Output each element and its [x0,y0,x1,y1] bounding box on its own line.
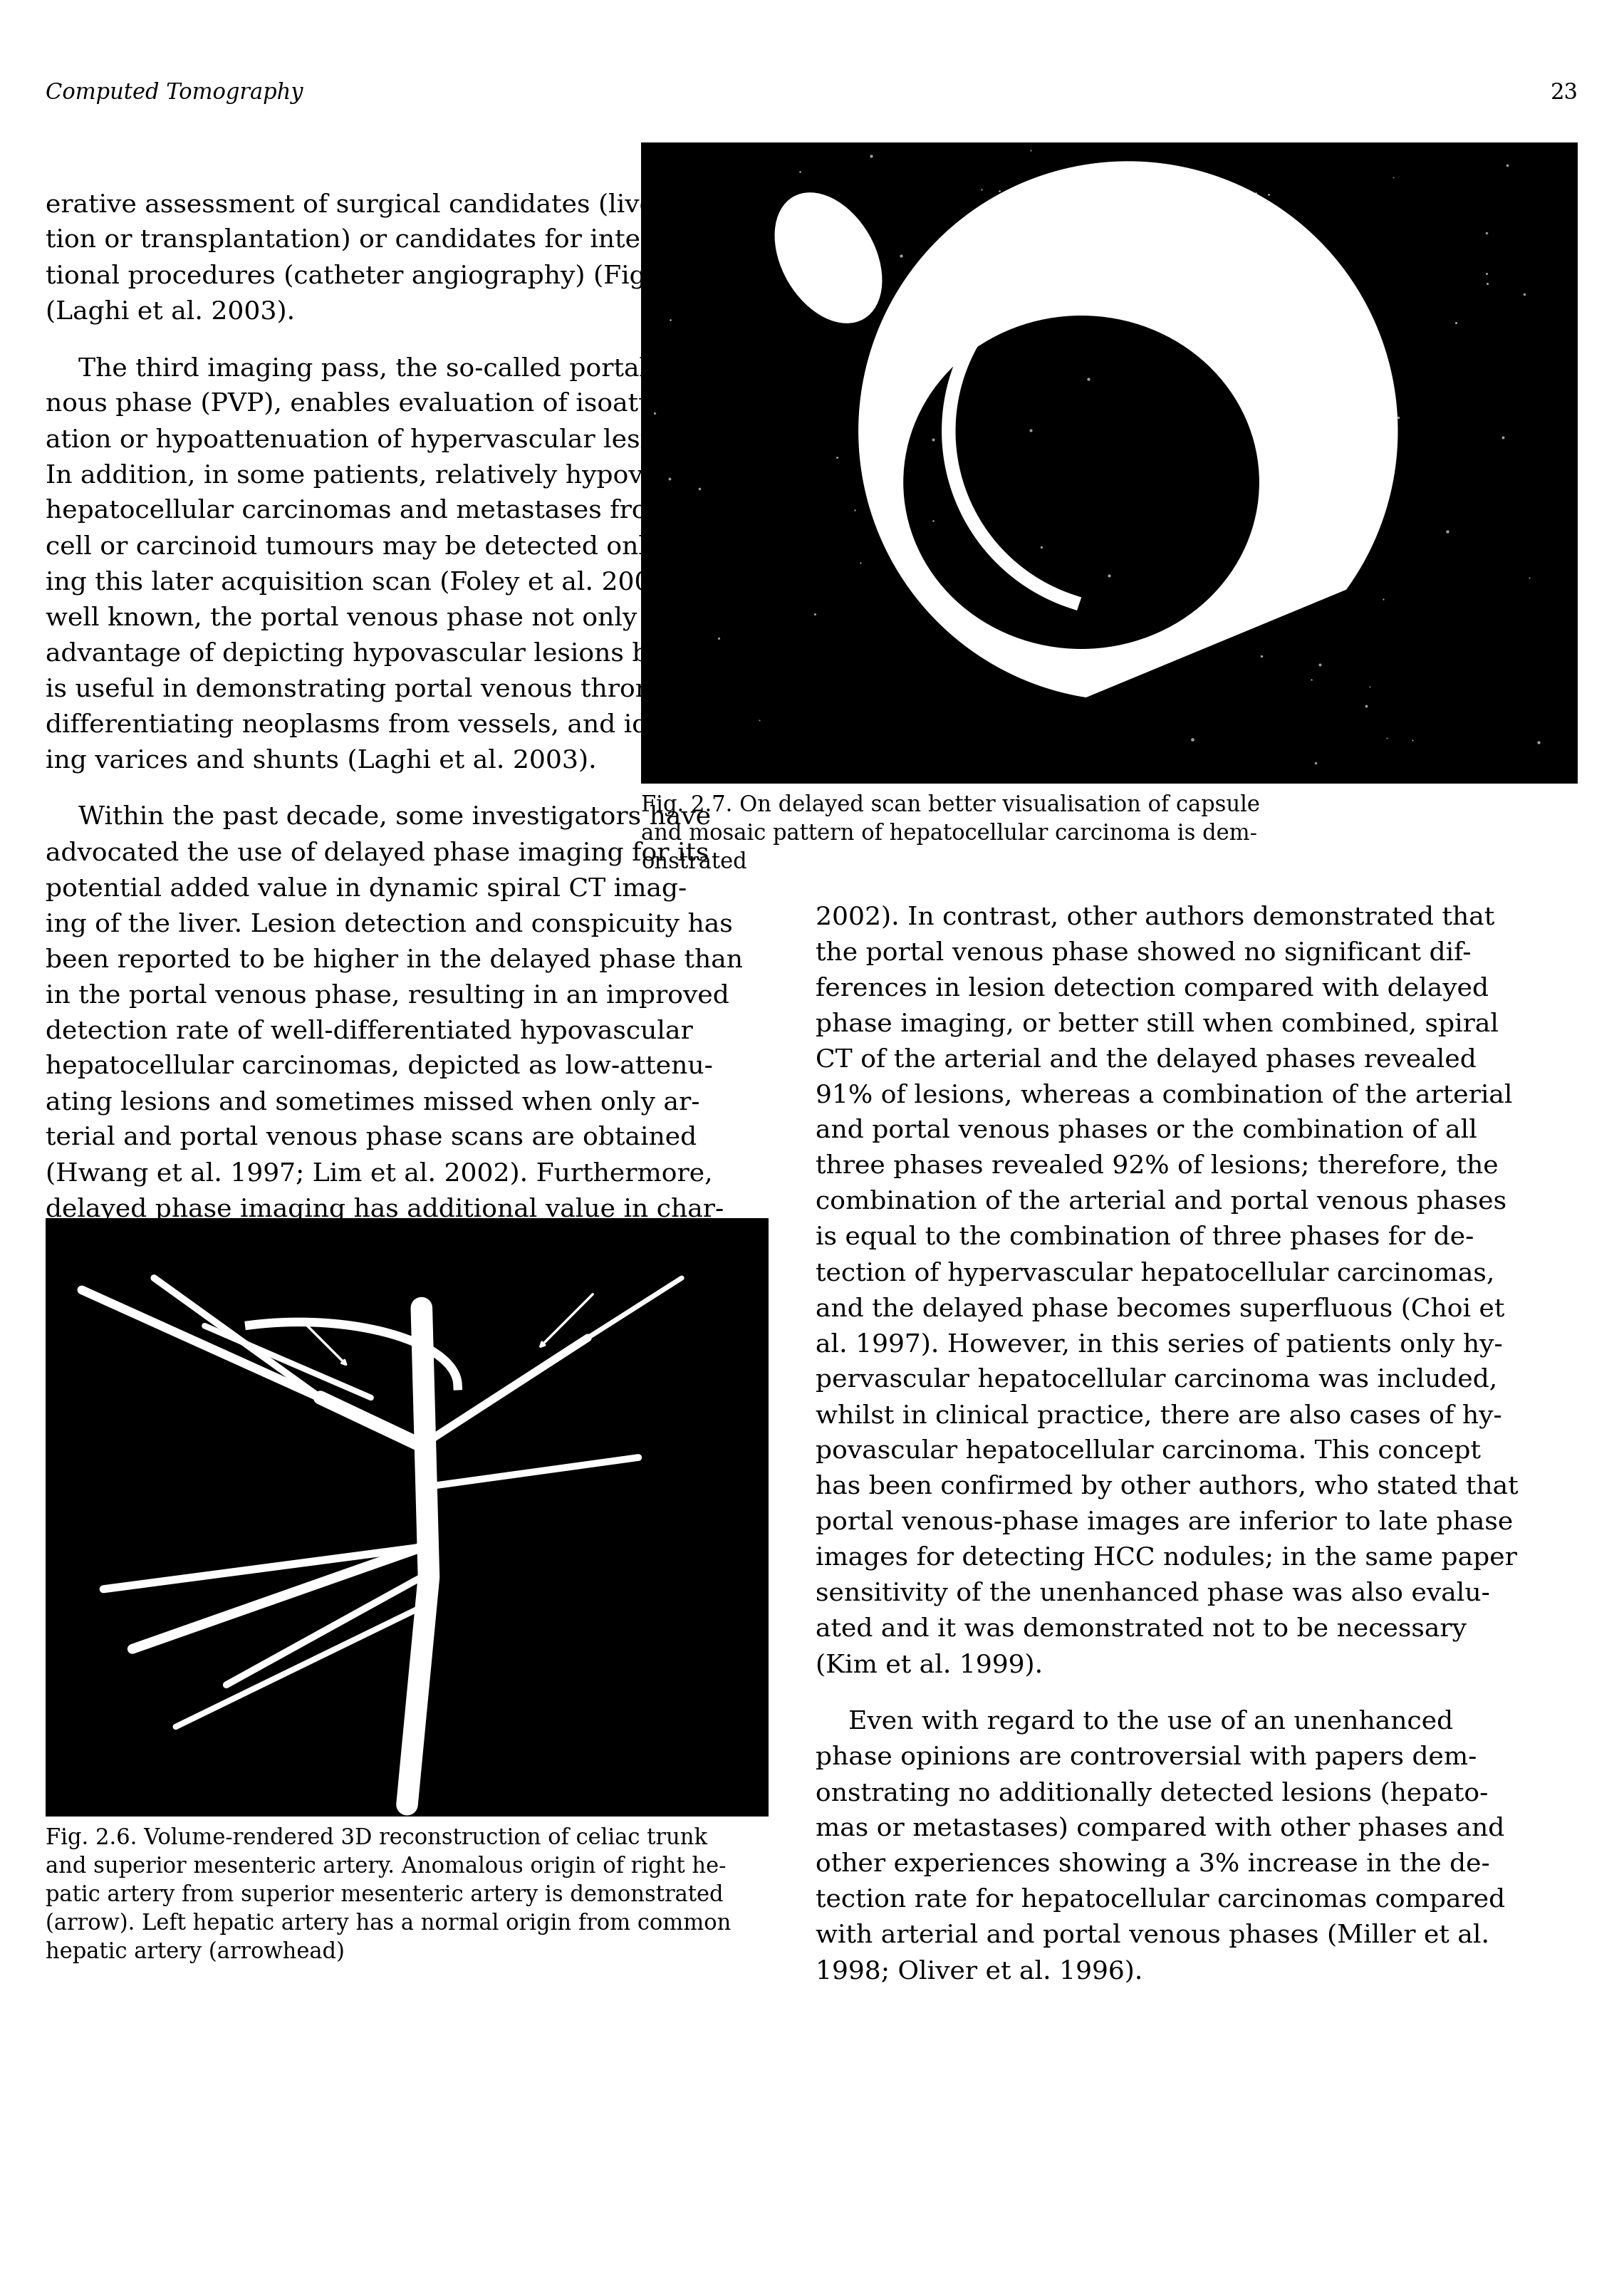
Text: 91% of lesions, whereas a combination of the arterial: 91% of lesions, whereas a combination of… [815,1083,1512,1106]
Text: ated and it was demonstrated not to be necessary: ated and it was demonstrated not to be n… [815,1617,1466,1642]
Text: Fig. 2.7. On delayed scan better visualisation of capsule: Fig. 2.7. On delayed scan better visuali… [641,795,1260,815]
Text: whilst in clinical practice, there are also cases of hy-: whilst in clinical practice, there are a… [815,1403,1502,1428]
Text: three phases revealed 92% of lesions; therefore, the: three phases revealed 92% of lesions; th… [815,1154,1499,1179]
Text: and the delayed phase becomes superfluous (Choi et: and the delayed phase becomes superfluou… [815,1297,1504,1322]
Text: tion or transplantation) or candidates for interven-: tion or transplantation) or candidates f… [45,227,708,252]
Text: acterization of hepatic lesions because it offers better: acterization of hepatic lesions because … [45,1233,750,1256]
Text: has been confirmed by other authors, who stated that: has been confirmed by other authors, who… [815,1474,1518,1499]
Text: patterns of haemangioma (Figs. 2.7, 2.8) (Lim et al.: patterns of haemangioma (Figs. 2.7, 2.8)… [45,1374,719,1399]
Text: 23: 23 [1551,82,1579,104]
Text: with arterial and portal venous phases (Miller et al.: with arterial and portal venous phases (… [815,1924,1489,1949]
Text: In addition, in some patients, relatively hypovascular: In addition, in some patients, relativel… [45,463,739,488]
Text: ing this later acquisition scan (Foley et al. 2000). As is: ing this later acquisition scan (Foley e… [45,570,755,595]
Text: CT of the arterial and the delayed phases revealed: CT of the arterial and the delayed phase… [815,1047,1476,1072]
Ellipse shape [775,193,882,322]
Text: Computed Tomography: Computed Tomography [45,82,304,104]
Text: ating lesions and sometimes missed when only ar-: ating lesions and sometimes missed when … [45,1090,700,1115]
Text: 1998; Oliver et al. 1996).: 1998; Oliver et al. 1996). [815,1960,1143,1983]
Text: Within the past decade, some investigators have: Within the past decade, some investigato… [45,804,711,829]
Text: Even with regard to the use of an unenhanced: Even with regard to the use of an unenha… [815,1710,1453,1735]
Text: Fig. 2.6. Volume-rendered 3D reconstruction of celiac trunk: Fig. 2.6. Volume-rendered 3D reconstruct… [45,1828,708,1849]
Text: (Laghi et al. 2003).: (Laghi et al. 2003). [45,300,296,325]
Text: pervascular hepatocellular carcinoma was included,: pervascular hepatocellular carcinoma was… [815,1367,1497,1392]
Text: (Hwang et al. 1997; Lim et al. 2002). Furthermore,: (Hwang et al. 1997; Lim et al. 2002). Fu… [45,1160,713,1185]
Text: phase imaging, or better still when combined, spiral: phase imaging, or better still when comb… [815,1011,1499,1036]
Text: been reported to be higher in the delayed phase than: been reported to be higher in the delaye… [45,947,742,972]
Text: ferences in lesion detection compared with delayed: ferences in lesion detection compared wi… [815,977,1489,1002]
Text: hepatocellular carcinomas and metastases from islet: hepatocellular carcinomas and metastases… [45,500,736,522]
Text: ation or hypoattenuation of hypervascular lesions.: ation or hypoattenuation of hypervascula… [45,427,702,452]
Text: in the portal venous phase, resulting in an improved: in the portal venous phase, resulting in… [45,983,729,1008]
Text: delayed phase imaging has additional value in char-: delayed phase imaging has additional val… [45,1197,724,1222]
Text: tection of hypervascular hepatocellular carcinomas,: tection of hypervascular hepatocellular … [815,1260,1494,1285]
Text: differentiating neoplasms from vessels, and identify-: differentiating neoplasms from vessels, … [45,713,731,736]
Text: visualization of capsule and mosaic patterns seen in: visualization of capsule and mosaic patt… [45,1267,724,1292]
Text: hepatic artery (arrowhead): hepatic artery (arrowhead) [45,1942,344,1964]
Text: and portal venous phases or the combination of all: and portal venous phases or the combinat… [815,1117,1478,1142]
Polygon shape [859,161,1397,697]
Text: combination of the arterial and portal venous phases: combination of the arterial and portal v… [815,1190,1507,1215]
Text: and superior mesenteric artery. Anomalous origin of right he-: and superior mesenteric artery. Anomalou… [45,1855,726,1878]
Text: erative assessment of surgical candidates (liver resec-: erative assessment of surgical candidate… [45,193,754,218]
Bar [641,143,1577,783]
Text: portal venous-phase images are inferior to late phase: portal venous-phase images are inferior … [815,1510,1514,1535]
Text: sensitivity of the unenhanced phase was also evalu-: sensitivity of the unenhanced phase was … [815,1581,1489,1606]
Text: 2002). In contrast, other authors demonstrated that: 2002). In contrast, other authors demons… [815,904,1494,929]
Text: other experiences showing a 3% increase in the de-: other experiences showing a 3% increase … [815,1853,1489,1876]
Text: phase opinions are controversial with papers dem-: phase opinions are controversial with pa… [815,1746,1476,1769]
Text: The third imaging pass, the so-called portal ve-: The third imaging pass, the so-called po… [45,357,693,382]
Text: mas or metastases) compared with other phases and: mas or metastases) compared with other p… [815,1817,1504,1842]
Text: al. 1997). However, in this series of patients only hy-: al. 1997). However, in this series of pa… [815,1333,1502,1356]
Text: (Kim et al. 1999).: (Kim et al. 1999). [815,1653,1043,1676]
Text: hepatocellular carcinomas, depicted as low-attenu-: hepatocellular carcinomas, depicted as l… [45,1054,713,1079]
Text: the portal venous phase showed no significant dif-: the portal venous phase showed no signif… [815,940,1471,965]
Text: (arrow). Left hepatic artery has a normal origin from common: (arrow). Left hepatic artery has a norma… [45,1912,731,1935]
Text: enhancement of cholangiocarcinoma and “filling-in”: enhancement of cholangiocarcinoma and “f… [45,1340,726,1365]
Bar [45,1217,768,1817]
Text: advantage of depicting hypovascular lesions but also: advantage of depicting hypovascular lesi… [45,640,736,665]
Text: detection rate of well-differentiated hypovascular: detection rate of well-differentiated hy… [45,1020,693,1042]
Text: onstrating no additionally detected lesions (hepato-: onstrating no additionally detected lesi… [815,1780,1488,1805]
Text: is useful in demonstrating portal venous thrombosis,: is useful in demonstrating portal venous… [45,677,734,702]
Text: nous phase (PVP), enables evaluation of isoattenu-: nous phase (PVP), enables evaluation of … [45,393,706,416]
Text: tional procedures (catheter angiography) (Fig. 2.6): tional procedures (catheter angiography)… [45,263,713,288]
Text: cell or carcinoid tumours may be detected only dur-: cell or carcinoid tumours may be detecte… [45,534,723,559]
Text: is equal to the combination of three phases for de-: is equal to the combination of three pha… [815,1226,1475,1249]
Text: images for detecting HCC nodules; in the same paper: images for detecting HCC nodules; in the… [815,1547,1517,1569]
Text: some hepatocellular carcinomas, delayed peripheral: some hepatocellular carcinomas, delayed … [45,1304,731,1329]
Text: terial and portal venous phase scans are obtained: terial and portal venous phase scans are… [45,1126,697,1149]
Text: tection rate for hepatocellular carcinomas compared: tection rate for hepatocellular carcinom… [815,1887,1505,1912]
Text: onstrated: onstrated [641,852,747,874]
Text: and mosaic pattern of hepatocellular carcinoma is dem-: and mosaic pattern of hepatocellular car… [641,822,1257,845]
Text: patic artery from superior mesenteric artery is demonstrated: patic artery from superior mesenteric ar… [45,1885,723,1905]
Text: povascular hepatocellular carcinoma. This concept: povascular hepatocellular carcinoma. Thi… [815,1440,1481,1463]
Text: advocated the use of delayed phase imaging for its: advocated the use of delayed phase imagi… [45,840,710,865]
Text: well known, the portal venous phase not only has the: well known, the portal venous phase not … [45,606,741,629]
Text: ing of the liver. Lesion detection and conspicuity has: ing of the liver. Lesion detection and c… [45,913,732,936]
Text: potential added value in dynamic spiral CT imag-: potential added value in dynamic spiral … [45,877,687,902]
Text: ing varices and shunts (Laghi et al. 2003).: ing varices and shunts (Laghi et al. 200… [45,747,596,772]
Ellipse shape [903,316,1259,650]
